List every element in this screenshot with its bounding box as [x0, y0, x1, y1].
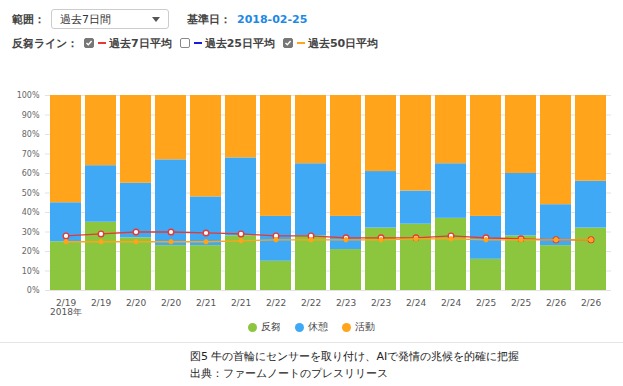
svg-text:90%: 90%: [22, 111, 40, 120]
html-text:反芻: 反芻: [261, 321, 281, 332]
svg-text:2/25: 2/25: [511, 298, 531, 308]
html-text:基準日：: 基準日：: [187, 12, 231, 26]
html-text:図5 牛の首輪にセンサーを取り付け、AIで発情の兆候を的確に: 図5 牛の首輪にセンサーを取り付け、AIで発情の兆候を的確に把握: [190, 350, 520, 363]
svg-text:2/20: 2/20: [161, 298, 181, 308]
svg-text:2/24: 2/24: [406, 298, 426, 308]
svg-text:100%: 100%: [17, 91, 40, 100]
html-text:出典：ファームノートのプレスリリース: 出典：ファームノートのプレスリリース: [190, 367, 388, 380]
svg-text:2/19: 2/19: [91, 298, 111, 308]
svg-text:2/25: 2/25: [476, 298, 496, 308]
svg-text:2/21: 2/21: [231, 298, 251, 308]
html-text:過去7日平均: 過去7日平均: [109, 36, 172, 50]
svg-text:50%: 50%: [22, 189, 40, 198]
svg-text:0%: 0%: [27, 286, 40, 295]
html-text:活動: 活動: [355, 321, 375, 332]
html-text:2018-02-25: 2018-02-25: [237, 12, 308, 26]
svg-text:2/20: 2/20: [126, 298, 146, 308]
html-text:過去25日平均: 過去25日平均: [204, 36, 275, 50]
svg-text:2/192018年: 2/192018年: [50, 298, 82, 318]
svg-text:2/22: 2/22: [301, 298, 321, 308]
svg-text:2/23: 2/23: [371, 298, 391, 308]
html-text:反芻ライン：: 反芻ライン：: [12, 36, 78, 50]
html-text:休憩: 休憩: [308, 321, 328, 332]
html-text:範囲：: 範囲：: [12, 12, 45, 26]
svg-text:60%: 60%: [22, 169, 40, 178]
svg-text:2/24: 2/24: [441, 298, 461, 308]
html-text:過去50日平均: 過去50日平均: [308, 36, 379, 50]
svg-text:2/26: 2/26: [581, 298, 601, 308]
svg-text:40%: 40%: [22, 208, 40, 217]
svg-text:20%: 20%: [22, 247, 40, 256]
svg-text:80%: 80%: [22, 130, 40, 139]
svg-text:70%: 70%: [22, 150, 40, 159]
svg-text:2/21: 2/21: [196, 298, 216, 308]
svg-text:2/22: 2/22: [266, 298, 286, 308]
svg-text:10%: 10%: [22, 267, 40, 276]
svg-text:2/26: 2/26: [546, 298, 566, 308]
html-text:過去7日間: 過去7日間: [60, 12, 111, 26]
svg-text:30%: 30%: [22, 228, 40, 237]
svg-text:2/23: 2/23: [336, 298, 356, 308]
